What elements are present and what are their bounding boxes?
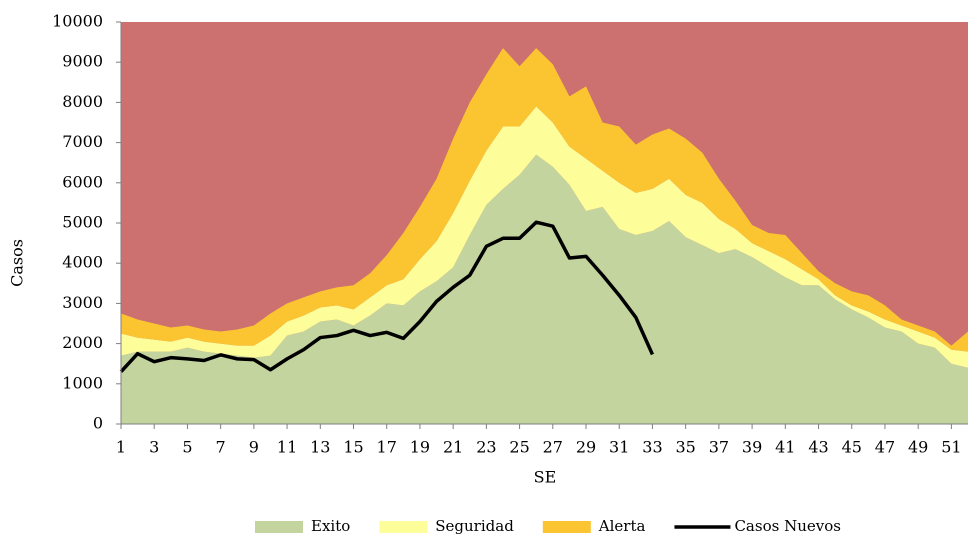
x-axis-title: SE	[534, 468, 557, 487]
legend-label: Alerta	[598, 517, 646, 535]
x-tick-label: 27	[543, 438, 563, 457]
area	[121, 106, 968, 368]
legend-item: Alerta	[542, 517, 646, 535]
x-tick-label: 7	[216, 438, 226, 457]
x-tick-label: 15	[343, 438, 363, 457]
legend-item: Seguridad	[379, 517, 514, 535]
y-tick-label: 5000	[62, 213, 103, 232]
x-tick-label: 5	[182, 438, 192, 457]
x-tick-label: 11	[277, 438, 297, 457]
legend-label: Casos Nuevos	[734, 517, 840, 535]
y-tick-label: 4000	[62, 253, 103, 272]
x-tick-label: 29	[576, 438, 596, 457]
y-tick-label: 3000	[62, 293, 103, 312]
x-tick-label: 19	[410, 438, 430, 457]
legend-item: Exito	[255, 517, 350, 535]
x-tick-label: 45	[842, 438, 862, 457]
legend-label: Exito	[311, 517, 350, 535]
legend-label: Seguridad	[435, 517, 514, 535]
x-tick-label: 31	[609, 438, 629, 457]
area	[121, 154, 968, 424]
legend-item: Casos Nuevos	[674, 517, 841, 535]
x-tick-label: 35	[675, 438, 695, 457]
area	[121, 48, 968, 352]
x-tick-label: 43	[808, 438, 828, 457]
y-axis-title: Casos	[8, 239, 27, 287]
x-tick-label: 49	[908, 438, 928, 457]
y-tick-label: 1000	[62, 373, 103, 392]
x-tick-label: 51	[941, 438, 961, 457]
y-tick-label: 8000	[62, 92, 103, 111]
y-tick-label: 2000	[62, 333, 103, 352]
x-tick-label: 13	[310, 438, 330, 457]
x-tick-label: 37	[709, 438, 729, 457]
legend-swatch	[255, 521, 303, 533]
legend-swatch	[542, 521, 591, 533]
x-tick-label: 17	[377, 438, 397, 457]
x-tick-label: 1	[116, 438, 126, 457]
y-tick-label: 10000	[52, 12, 103, 31]
legend: Exito Seguridad Alerta Casos Nuevos	[255, 517, 841, 535]
x-tick-label: 9	[249, 438, 259, 457]
x-tick-label: 33	[642, 438, 662, 457]
legend-swatch	[379, 521, 428, 533]
x-tick-label: 23	[476, 438, 496, 457]
y-tick-label: 9000	[62, 52, 103, 71]
y-tick-label: 6000	[62, 172, 103, 191]
x-tick-label: 21	[443, 438, 463, 457]
x-tick-label: 3	[149, 438, 159, 457]
y-tick-label: 0	[93, 414, 103, 433]
x-tick-label: 25	[509, 438, 529, 457]
y-tick-label: 7000	[62, 132, 103, 151]
x-tick-label: 39	[742, 438, 762, 457]
x-tick-label: 47	[875, 438, 895, 457]
line	[119, 220, 655, 373]
x-tick-label: 41	[775, 438, 795, 457]
